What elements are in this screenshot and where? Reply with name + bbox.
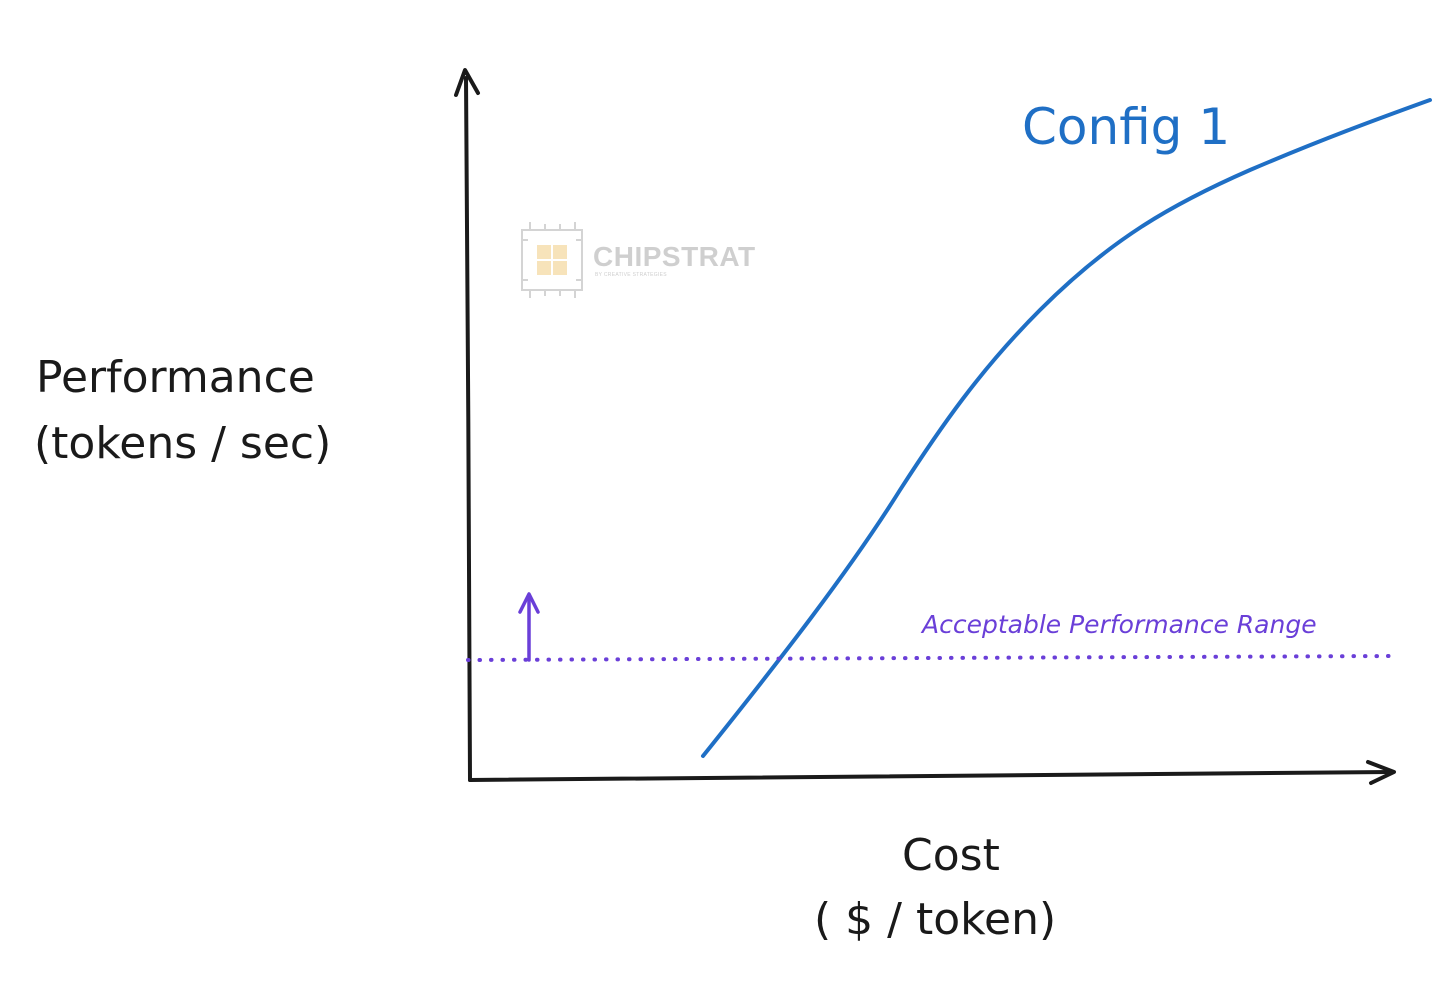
y-axis-label-line2: (tokens / sec) <box>34 418 331 469</box>
watermark-title: CHIPSTRAT <box>593 241 756 272</box>
watermark-subtitle: BY CREATIVE STRATEGIES <box>595 272 667 278</box>
x-axis <box>468 760 1396 785</box>
y-axis-label-line1: Performance <box>36 352 315 403</box>
threshold-label: Acceptable Performance Range <box>920 610 1317 639</box>
x-axis-label-line2: ( $ / token) <box>814 894 1056 945</box>
chip-icon <box>521 222 583 298</box>
config-1-curve <box>701 98 1432 758</box>
y-axis <box>454 68 480 782</box>
watermark: CHIPSTRAT BY CREATIVE STRATEGIES <box>521 222 756 298</box>
series-label: Config 1 <box>1022 98 1230 156</box>
threshold-line <box>466 654 1394 662</box>
arrow-up-icon <box>518 592 540 662</box>
x-axis-label-line1: Cost <box>902 830 1000 881</box>
